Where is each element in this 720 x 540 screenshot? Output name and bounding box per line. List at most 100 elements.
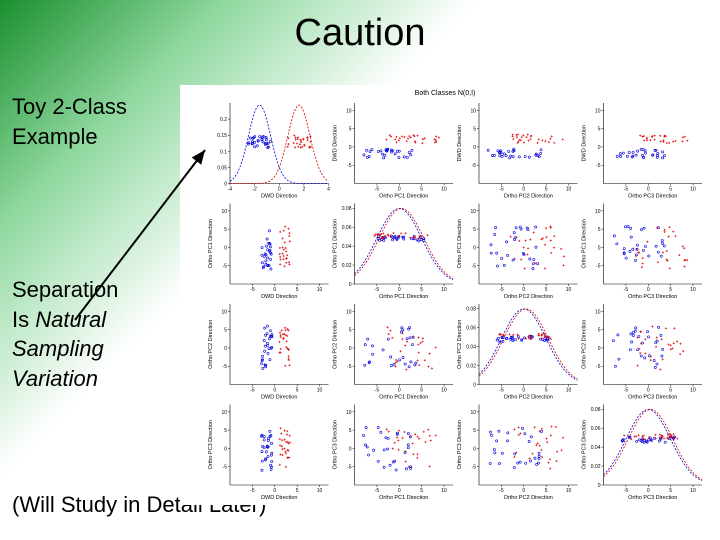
svg-text:0.02: 0.02	[342, 263, 352, 269]
svg-text:0: 0	[522, 388, 525, 394]
svg-text:0.06: 0.06	[466, 326, 476, 332]
svg-text:0: 0	[224, 182, 227, 188]
svg-text:5: 5	[224, 328, 227, 334]
svg-text:Ortho PC2 Direction: Ortho PC2 Direction	[457, 320, 463, 369]
svg-text:-5: -5	[499, 388, 504, 394]
svg-text:5: 5	[598, 227, 601, 233]
svg-text:DWD Direction: DWD Direction	[261, 395, 297, 401]
svg-text:5: 5	[669, 187, 672, 193]
svg-text:0: 0	[398, 187, 401, 193]
svg-text:10: 10	[566, 287, 572, 293]
svg-text:-5: -5	[596, 264, 601, 270]
svg-text:Ortho PC2 Direction: Ortho PC2 Direction	[582, 320, 588, 369]
svg-text:Ortho PC3 Direction: Ortho PC3 Direction	[457, 420, 463, 469]
chart-grid: Both Classes N(0,I)-4-202400.050.10.150.…	[180, 85, 710, 505]
svg-text:Ortho PC2 Direction: Ortho PC2 Direction	[504, 294, 553, 300]
svg-text:4: 4	[327, 187, 330, 193]
svg-text:0.02: 0.02	[466, 364, 476, 370]
svg-text:0: 0	[349, 446, 352, 452]
svg-text:-5: -5	[499, 187, 504, 193]
svg-text:5: 5	[669, 388, 672, 394]
svg-text:0: 0	[398, 488, 401, 494]
svg-text:-5: -5	[596, 163, 601, 169]
svg-text:5: 5	[349, 428, 352, 434]
svg-text:10: 10	[317, 287, 323, 293]
svg-text:-5: -5	[472, 264, 477, 270]
svg-text:10: 10	[470, 108, 476, 114]
svg-text:DWD Direction: DWD Direction	[261, 294, 297, 300]
svg-text:Ortho PC1 Direction: Ortho PC1 Direction	[457, 219, 463, 268]
svg-text:5: 5	[224, 428, 227, 434]
svg-text:-4: -4	[228, 187, 233, 193]
svg-text:Ortho PC3 Direction: Ortho PC3 Direction	[582, 420, 588, 469]
svg-text:0: 0	[598, 346, 601, 352]
svg-text:0.04: 0.04	[591, 445, 601, 451]
svg-text:10: 10	[317, 388, 323, 394]
svg-text:0.08: 0.08	[591, 407, 601, 413]
svg-text:5: 5	[420, 187, 423, 193]
svg-text:0: 0	[398, 287, 401, 293]
svg-text:-5: -5	[624, 287, 629, 293]
svg-text:0.05: 0.05	[217, 165, 227, 171]
svg-text:-5: -5	[347, 364, 352, 370]
svg-text:0: 0	[224, 245, 227, 251]
svg-text:0: 0	[224, 446, 227, 452]
svg-text:0: 0	[598, 245, 601, 251]
svg-text:-5: -5	[250, 488, 255, 494]
svg-text:0: 0	[473, 245, 476, 251]
svg-text:0.08: 0.08	[342, 206, 352, 212]
text-line: Variation	[12, 364, 118, 394]
svg-text:5: 5	[669, 488, 672, 494]
svg-text:-5: -5	[347, 465, 352, 471]
svg-text:0: 0	[473, 446, 476, 452]
svg-text:Ortho PC1 Direction: Ortho PC1 Direction	[582, 219, 588, 268]
svg-text:Ortho PC1 Direction: Ortho PC1 Direction	[208, 219, 214, 268]
svg-text:0.06: 0.06	[591, 426, 601, 432]
svg-text:DWD Direction: DWD Direction	[333, 125, 339, 161]
svg-text:5: 5	[598, 127, 601, 133]
svg-text:0.1: 0.1	[220, 149, 227, 155]
svg-text:Ortho PC1 Direction: Ortho PC1 Direction	[333, 219, 339, 268]
svg-text:5: 5	[420, 287, 423, 293]
svg-text:Ortho PC1 Direction: Ortho PC1 Direction	[379, 395, 428, 401]
svg-text:0: 0	[224, 346, 227, 352]
svg-text:10: 10	[566, 187, 572, 193]
svg-text:0: 0	[349, 145, 352, 151]
svg-text:5: 5	[473, 227, 476, 233]
svg-text:10: 10	[595, 209, 601, 215]
svg-text:Ortho PC2 Direction: Ortho PC2 Direction	[504, 194, 553, 200]
svg-text:0: 0	[647, 287, 650, 293]
svg-text:Ortho PC2 Direction: Ortho PC2 Direction	[208, 320, 214, 369]
svg-text:-5: -5	[499, 287, 504, 293]
svg-text:-5: -5	[499, 488, 504, 494]
svg-text:DWD Direction: DWD Direction	[261, 495, 297, 501]
svg-text:5: 5	[545, 187, 548, 193]
svg-text:10: 10	[566, 388, 572, 394]
svg-text:5: 5	[224, 227, 227, 233]
svg-text:0: 0	[598, 483, 601, 489]
svg-text:5: 5	[669, 287, 672, 293]
svg-text:5: 5	[296, 488, 299, 494]
svg-text:-5: -5	[596, 364, 601, 370]
text-line: Separation	[12, 275, 118, 305]
svg-text:Ortho PC3 Direction: Ortho PC3 Direction	[628, 194, 677, 200]
svg-text:10: 10	[346, 410, 352, 416]
text-line: Example	[12, 122, 127, 152]
svg-text:0: 0	[273, 287, 276, 293]
svg-text:-5: -5	[250, 287, 255, 293]
svg-text:10: 10	[595, 309, 601, 315]
slide: Caution Toy 2-Class Example Separation I…	[0, 0, 720, 540]
svg-text:0.02: 0.02	[591, 464, 601, 470]
svg-text:0: 0	[522, 488, 525, 494]
svg-text:0: 0	[522, 187, 525, 193]
svg-text:10: 10	[441, 287, 447, 293]
svg-text:10: 10	[470, 410, 476, 416]
svg-text:10: 10	[317, 488, 323, 494]
svg-text:5: 5	[296, 388, 299, 394]
svg-text:0: 0	[598, 145, 601, 151]
svg-text:-5: -5	[375, 488, 380, 494]
svg-text:-5: -5	[624, 187, 629, 193]
svg-text:0.2: 0.2	[220, 117, 227, 123]
svg-text:-5: -5	[223, 465, 228, 471]
svg-text:Ortho PC3 Direction: Ortho PC3 Direction	[208, 420, 214, 469]
